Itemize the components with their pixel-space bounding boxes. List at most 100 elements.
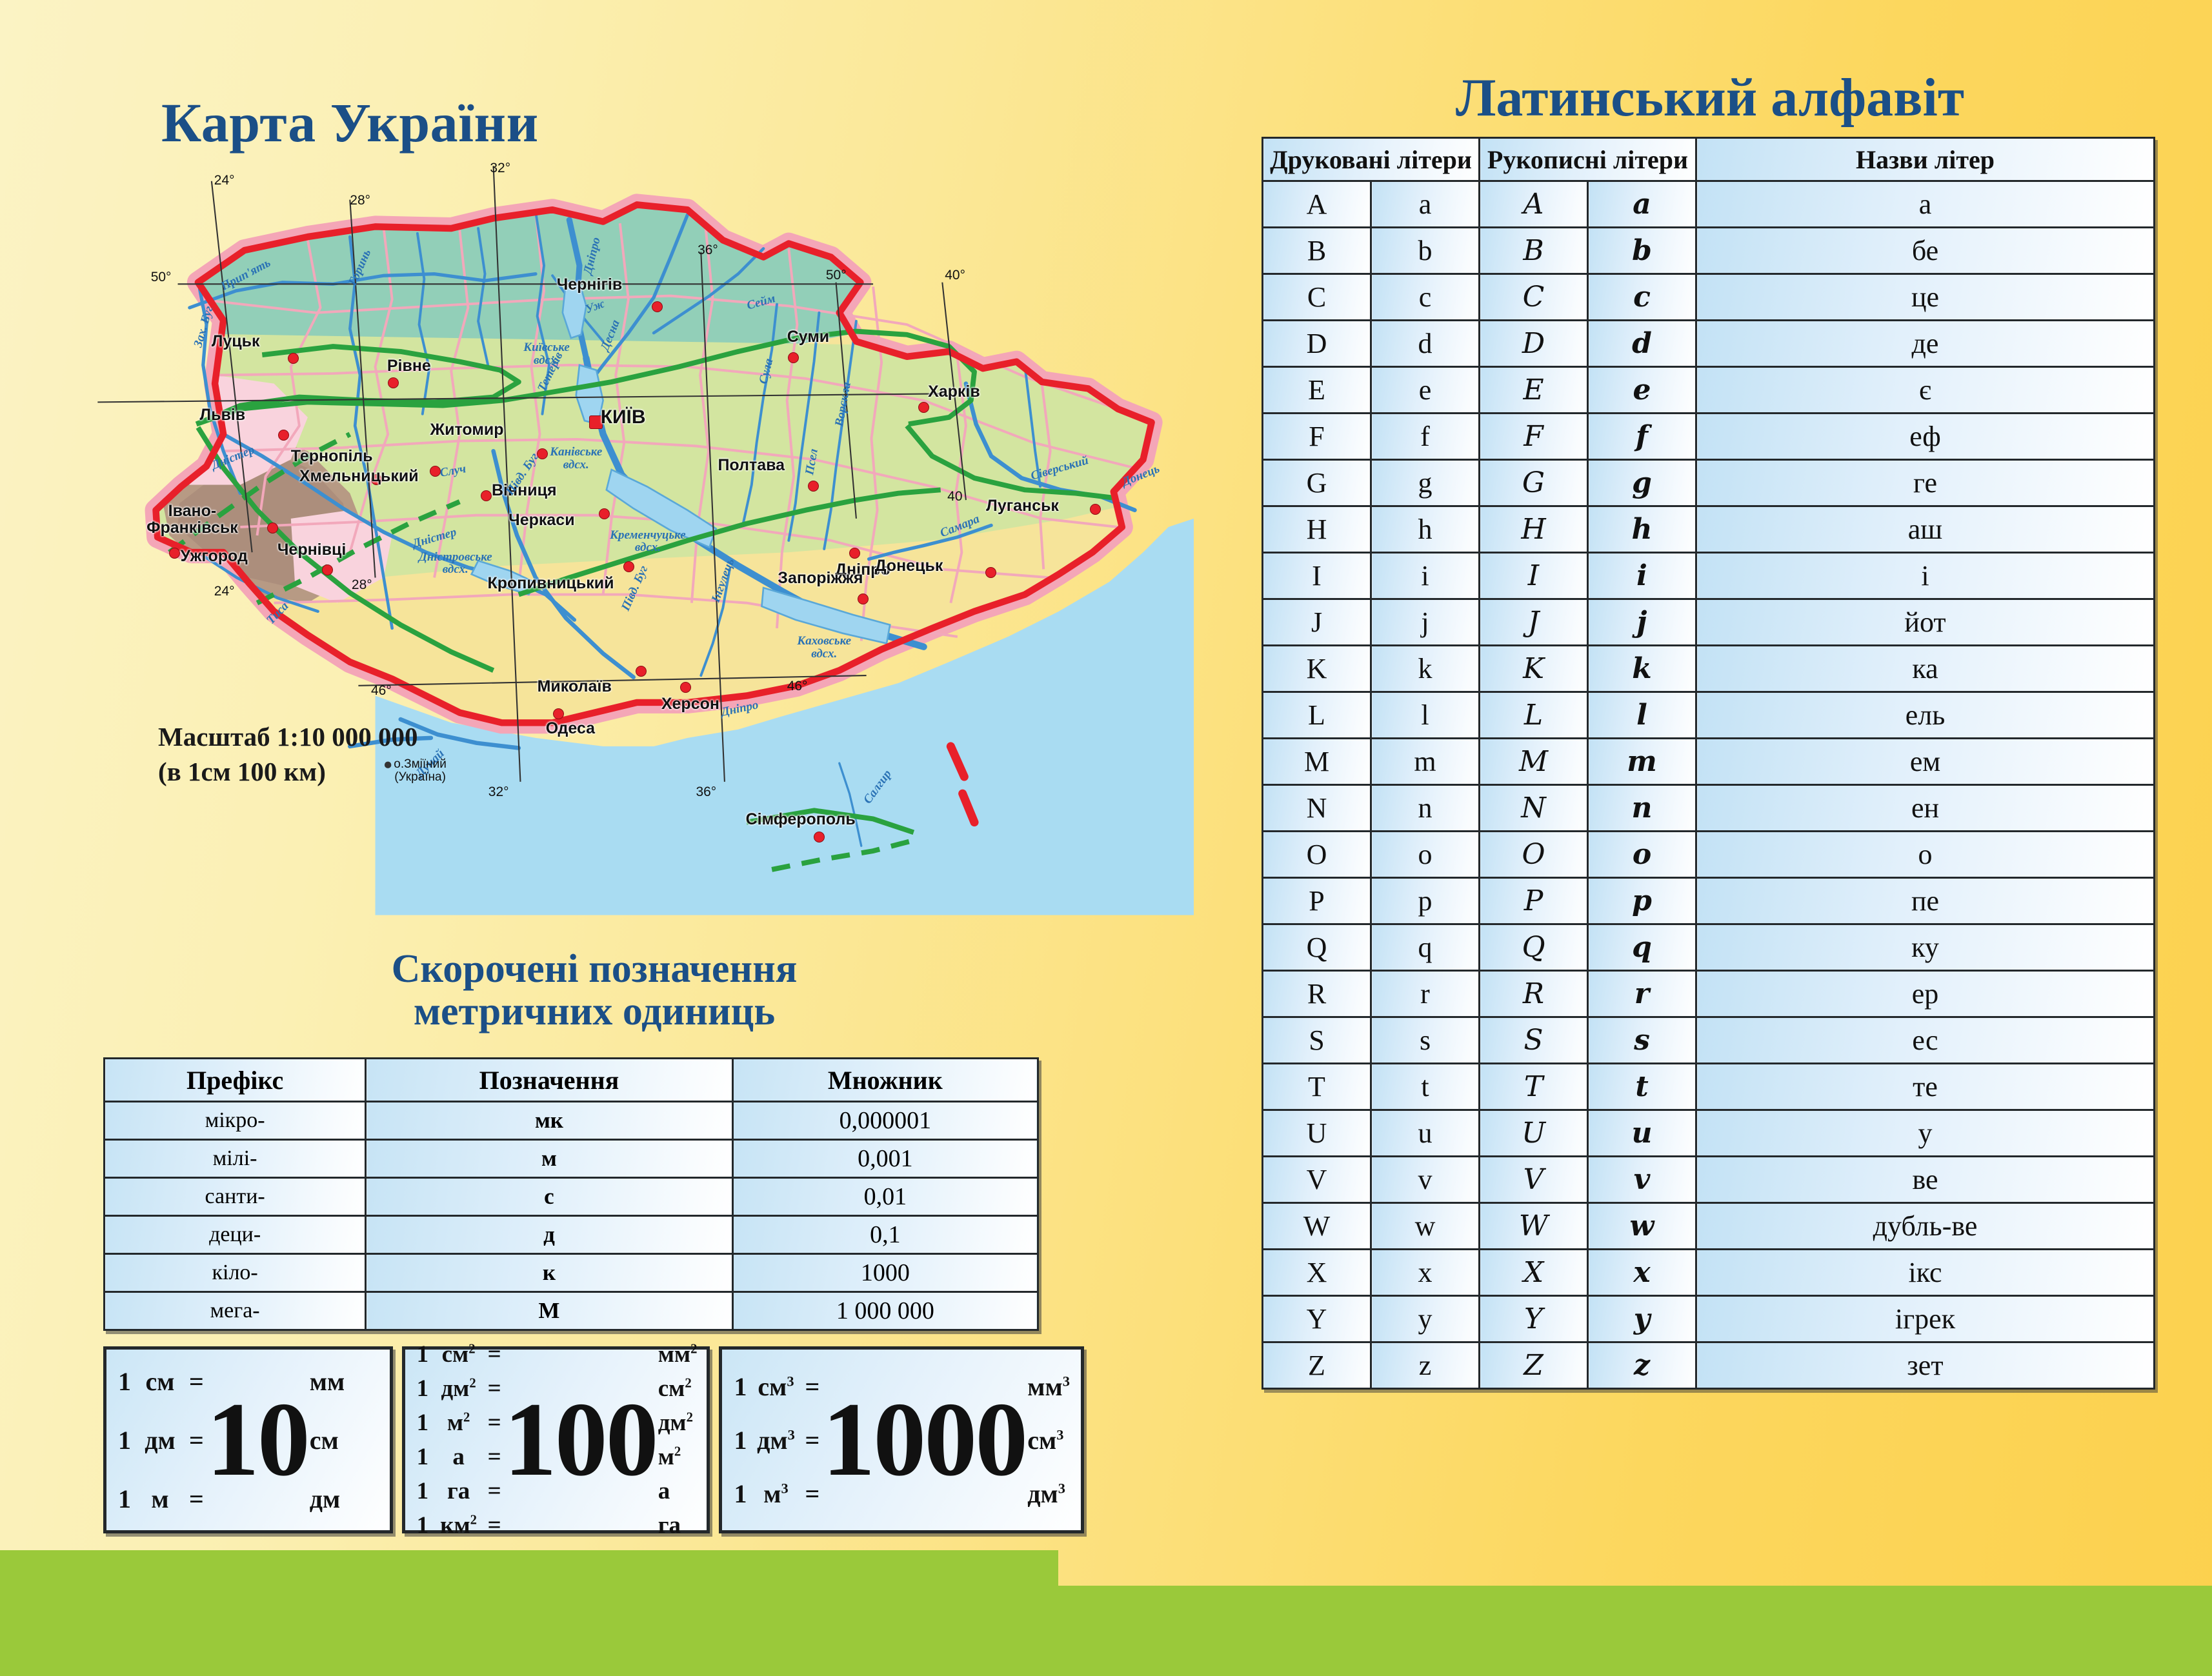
alphabet-cell-cursive-uppercase: C	[1478, 273, 1589, 321]
alphabet-cell-uppercase: U	[1262, 1109, 1372, 1157]
alphabet-cell-cursive-uppercase: Z	[1478, 1341, 1589, 1390]
alphabet-cell-uppercase: C	[1262, 273, 1372, 321]
metric-title-line1: Скорочені позначення	[391, 947, 798, 991]
conversion-equation-right: га	[658, 1512, 681, 1539]
alphabet-cell-cursive-lowercase: l	[1587, 691, 1697, 739]
metric-cell-multiplier: 0,1	[731, 1215, 1040, 1255]
metric-title: Скорочені позначення метричних одиниць	[105, 948, 1084, 1033]
metric-cell-multiplier: 1 000 000	[731, 1291, 1040, 1332]
metric-cell-multiplier: 0,000001	[731, 1101, 1040, 1141]
alphabet-cell-lowercase: g	[1370, 459, 1480, 507]
metric-table-body: мікро-мк 0,000001 мілі-м 0,001 санти-с 0,01 де…	[103, 1101, 1040, 1332]
metric-cell-prefix: санти-	[103, 1177, 367, 1217]
alphabet-cell-cursive-uppercase: G	[1478, 459, 1589, 507]
alphabet-cell-name: о	[1695, 830, 2155, 879]
alphabet-cell-name: те	[1695, 1062, 2155, 1111]
alphabet-cell-uppercase: N	[1262, 784, 1372, 832]
alphabet-cell-uppercase: H	[1262, 505, 1372, 554]
alphabet-cell-lowercase: f	[1370, 412, 1480, 461]
map-panel: Карта України	[77, 71, 1213, 942]
conversion-boxes-row: 1 см = 1 дм = 1 м = 10 мм см дм 1 см2 = 1 дм2 = 1 м2 = 1 а = 1 га =…	[103, 1341, 1084, 1539]
alphabet-cell-cursive-lowercase: w	[1587, 1202, 1697, 1250]
alphabet-cell-uppercase: R	[1262, 970, 1372, 1018]
conversion-left-units: 1 см = 1 дм = 1 м =	[106, 1352, 206, 1528]
conversion-equation-right: дм	[309, 1484, 341, 1513]
alphabet-cell-lowercase: d	[1370, 319, 1480, 368]
conversion-equation-right: а	[658, 1478, 670, 1505]
alphabet-cell-name: ем	[1695, 737, 2155, 786]
conversion-equation-left: 1 м =	[118, 1484, 204, 1513]
metric-cell-prefix: кіло-	[103, 1253, 367, 1293]
conversion-equation-right: дм2	[658, 1410, 693, 1437]
alphabet-cell-cursive-lowercase: d	[1587, 319, 1697, 368]
alphabet-cell-lowercase: x	[1370, 1248, 1480, 1297]
alphabet-cell-cursive-lowercase: u	[1587, 1109, 1697, 1157]
alphabet-cell-name: дубль-ве	[1695, 1202, 2155, 1250]
alphabet-cell-cursive-uppercase: W	[1478, 1202, 1589, 1250]
alphabet-cell-cursive-lowercase: k	[1587, 644, 1697, 693]
alphabet-cell-name: у	[1695, 1109, 2155, 1157]
alphabet-cell-cursive-lowercase: o	[1587, 830, 1697, 879]
alphabet-cell-name: ка	[1695, 644, 2155, 693]
map-scale-text: Масштаб 1:10 000 000 (в 1см 100 км)	[158, 719, 418, 789]
alphabet-cell-name: зет	[1695, 1341, 2155, 1390]
alphabet-cell-cursive-lowercase: e	[1587, 366, 1697, 414]
conversion-factor-100: 100	[503, 1381, 659, 1499]
latin-alphabet-panel: Латинський алфавіт Друковані літери Руко…	[1262, 71, 2158, 1390]
alphabet-cell-name: йот	[1695, 598, 2155, 646]
conversion-equation-left: 1 см3 =	[734, 1372, 820, 1401]
conversion-equation-right: мм2	[658, 1341, 698, 1368]
alphabet-cell-lowercase: h	[1370, 505, 1480, 554]
conversion-left-units: 1 см2 = 1 дм2 = 1 м2 = 1 а = 1 га = 1 км2 =	[405, 1337, 504, 1542]
alphabet-cell-name: ігрек	[1695, 1295, 2155, 1343]
alphabet-cell-name: це	[1695, 273, 2155, 321]
conversion-right-units: мм см дм	[308, 1352, 354, 1528]
metric-cell-multiplier: 0,01	[731, 1177, 1040, 1217]
alphabet-cell-cursive-uppercase: H	[1478, 505, 1589, 554]
map-scale-line2: (в 1см 100 км)	[158, 757, 326, 787]
alphabet-cell-name: де	[1695, 319, 2155, 368]
alphabet-cell-lowercase: l	[1370, 691, 1480, 739]
alphabet-cell-lowercase: q	[1370, 923, 1480, 972]
alphabet-cell-lowercase: e	[1370, 366, 1480, 414]
alphabet-cell-uppercase: O	[1262, 830, 1372, 879]
alphabet-cell-lowercase: w	[1370, 1202, 1480, 1250]
alphabet-cell-uppercase: B	[1262, 226, 1372, 275]
alphabet-cell-name: бе	[1695, 226, 2155, 275]
alphabet-cell-cursive-uppercase: S	[1478, 1016, 1589, 1064]
metric-row: деци-д 0,1	[103, 1215, 1040, 1255]
alphabet-cell-cursive-lowercase: m	[1587, 737, 1697, 786]
metric-table-header-row: Префікс Позначення Множник	[103, 1057, 1040, 1103]
alphabet-cell-lowercase: y	[1370, 1295, 1480, 1343]
metric-cell-symbol: мк	[365, 1101, 734, 1141]
alphabet-cell-lowercase: n	[1370, 784, 1480, 832]
alphabet-cell-cursive-uppercase: D	[1478, 319, 1589, 368]
alphabet-cell-uppercase: V	[1262, 1155, 1372, 1204]
alphabet-cell-lowercase: p	[1370, 877, 1480, 925]
alphabet-cell-cursive-lowercase: j	[1587, 598, 1697, 646]
metric-cell-prefix: мікро-	[103, 1101, 367, 1141]
alphabet-cell-cursive-uppercase: E	[1478, 366, 1589, 414]
alphabet-cell-cursive-lowercase: v	[1587, 1155, 1697, 1204]
alphabet-cell-cursive-uppercase: Q	[1478, 923, 1589, 972]
alphabet-cell-lowercase: s	[1370, 1016, 1480, 1064]
alphabet-cell-cursive-lowercase: x	[1587, 1248, 1697, 1297]
latin-alphabet-table: Друковані літери Рукописні літери Назви …	[1262, 137, 2155, 1390]
alphabet-cell-name: пе	[1695, 877, 2155, 925]
conversion-equation-left: 1 дм2 =	[416, 1375, 501, 1402]
alphabet-cell-uppercase: W	[1262, 1202, 1372, 1250]
alphabet-cell-name: ер	[1695, 970, 2155, 1018]
alphabet-cell-uppercase: L	[1262, 691, 1372, 739]
ukraine-map-figure	[97, 155, 1194, 916]
conversion-equation-right: см	[309, 1425, 339, 1455]
